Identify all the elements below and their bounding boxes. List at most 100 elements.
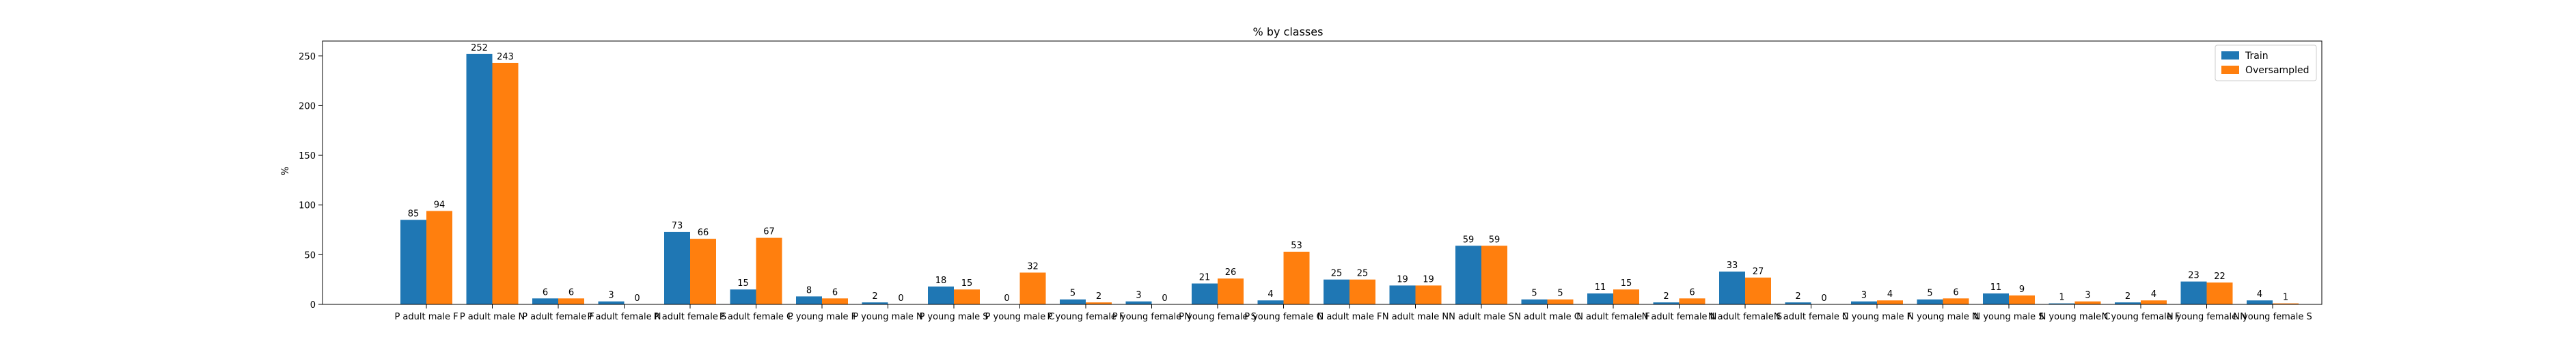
bar-value-label: 0 xyxy=(634,293,640,304)
x-tick-label: P adult female S xyxy=(654,312,726,322)
bar-oversampled xyxy=(1481,246,1507,304)
bar-train xyxy=(730,289,756,304)
bar-train xyxy=(1257,300,1284,304)
bar-value-label: 3 xyxy=(1861,291,1867,301)
bar-value-label: 3 xyxy=(2085,291,2090,301)
bar-value-label: 2 xyxy=(1663,291,1669,302)
bar-train xyxy=(2180,281,2207,304)
x-tick-label: P adult male N xyxy=(460,312,525,322)
bar-value-label: 67 xyxy=(763,227,775,237)
bar-oversampled xyxy=(1349,279,1375,304)
bar-value-label: 6 xyxy=(568,287,574,298)
legend-swatch-oversampled xyxy=(2221,66,2239,74)
x-tick-label: P young female C xyxy=(1244,312,1323,322)
bar-value-label: 94 xyxy=(434,200,446,210)
legend-label-train: Train xyxy=(2245,51,2269,62)
bar-oversampled xyxy=(822,298,848,304)
y-tick-label: 50 xyxy=(304,250,316,261)
bar-train xyxy=(1324,279,1349,304)
bar-oversampled xyxy=(954,289,980,304)
x-tick-label: N adult female S xyxy=(1708,312,1782,322)
y-tick-label: 0 xyxy=(310,300,316,311)
y-tick-label: 100 xyxy=(299,201,316,211)
bar-value-label: 4 xyxy=(1887,289,1893,300)
bar-train xyxy=(1653,302,1680,304)
bar-value-label: 0 xyxy=(1004,293,1009,304)
bar-train xyxy=(1917,299,1943,304)
bar-train xyxy=(1521,299,1548,304)
bar-train xyxy=(598,301,625,304)
bar-train xyxy=(1389,285,1416,304)
chart-title: % by classes xyxy=(1253,25,1324,38)
bar-train xyxy=(664,231,690,304)
x-tick-label: N young female F xyxy=(2102,312,2180,322)
x-tick-label: P young male F xyxy=(788,312,856,322)
bar-value-label: 26 xyxy=(1225,267,1237,278)
bar-train xyxy=(928,286,954,304)
x-tick-label: N adult female F xyxy=(1576,312,1650,322)
x-tick-label: N adult female N xyxy=(1642,312,1717,322)
bar-oversampled xyxy=(1086,302,1112,304)
bar-train xyxy=(1983,293,2009,304)
x-tick-label: N adult male S xyxy=(1449,312,1514,322)
y-tick-label: 250 xyxy=(299,52,316,62)
bar-value-label: 23 xyxy=(2188,271,2200,281)
bar-value-label: 22 xyxy=(2214,272,2225,282)
bar-value-label: 66 xyxy=(698,228,709,238)
legend-swatch-train xyxy=(2221,51,2239,60)
bar-train xyxy=(1060,299,1086,304)
x-tick-label: P young female F xyxy=(1047,312,1125,322)
bar-value-label: 2 xyxy=(2125,291,2130,302)
y-tick-label: 200 xyxy=(299,101,316,111)
bar-oversampled xyxy=(1415,285,1442,304)
bar-value-label: 8 xyxy=(806,285,812,295)
bar-value-label: 2 xyxy=(872,291,877,302)
bar-value-label: 15 xyxy=(961,278,973,289)
bar-train xyxy=(400,220,426,304)
bar-value-label: 18 xyxy=(935,276,947,286)
bar-value-label: 59 xyxy=(1489,235,1501,245)
bar-value-label: 9 xyxy=(2019,285,2025,295)
bar-oversampled xyxy=(1547,299,1574,304)
bar-oversampled xyxy=(2206,282,2233,304)
bar-train xyxy=(1719,272,1745,304)
bar-value-label: 5 xyxy=(1557,289,1563,299)
bar-value-label: 243 xyxy=(497,52,514,62)
bar-value-label: 1 xyxy=(2059,293,2064,303)
bar-oversampled xyxy=(690,239,716,304)
legend-box xyxy=(2215,44,2317,81)
bar-oversampled xyxy=(558,298,584,304)
bar-value-label: 0 xyxy=(898,293,903,304)
x-tick-label: N young female S xyxy=(2233,312,2312,322)
bar-value-label: 3 xyxy=(1136,291,1141,301)
bar-oversampled xyxy=(1283,252,1310,304)
x-tick-label: N young male N xyxy=(1907,312,1978,322)
bar-value-label: 19 xyxy=(1423,274,1434,285)
bar-train xyxy=(796,296,822,304)
bar-oversampled xyxy=(1019,272,1046,304)
x-tick-label: P young male N xyxy=(853,312,923,322)
bar-oversampled xyxy=(2009,295,2035,304)
bar-value-label: 252 xyxy=(471,43,488,53)
bar-value-label: 2 xyxy=(1096,291,1101,302)
bar-value-label: 0 xyxy=(1162,293,1167,304)
bar-value-label: 11 xyxy=(1990,282,2002,293)
bar-value-label: 6 xyxy=(1953,287,1958,298)
x-tick-label: N adult male N xyxy=(1382,312,1449,322)
bar-train xyxy=(2115,302,2141,304)
legend-label-oversampled: Oversampled xyxy=(2245,65,2309,76)
bar-train xyxy=(1125,301,1152,304)
bar-value-label: 19 xyxy=(1397,274,1408,285)
bar-value-label: 25 xyxy=(1357,269,1369,279)
bar-value-label: 5 xyxy=(1927,289,1932,299)
x-tick-label: N young male S xyxy=(1974,312,2044,322)
bar-train xyxy=(1192,283,1218,304)
bar-oversampled xyxy=(756,237,782,304)
x-tick-label: N adult male C xyxy=(1514,312,1580,322)
bar-value-label: 15 xyxy=(737,278,749,289)
bar-train xyxy=(1785,302,1811,304)
bar-oversampled xyxy=(1679,298,1705,304)
bar-train xyxy=(862,302,888,304)
